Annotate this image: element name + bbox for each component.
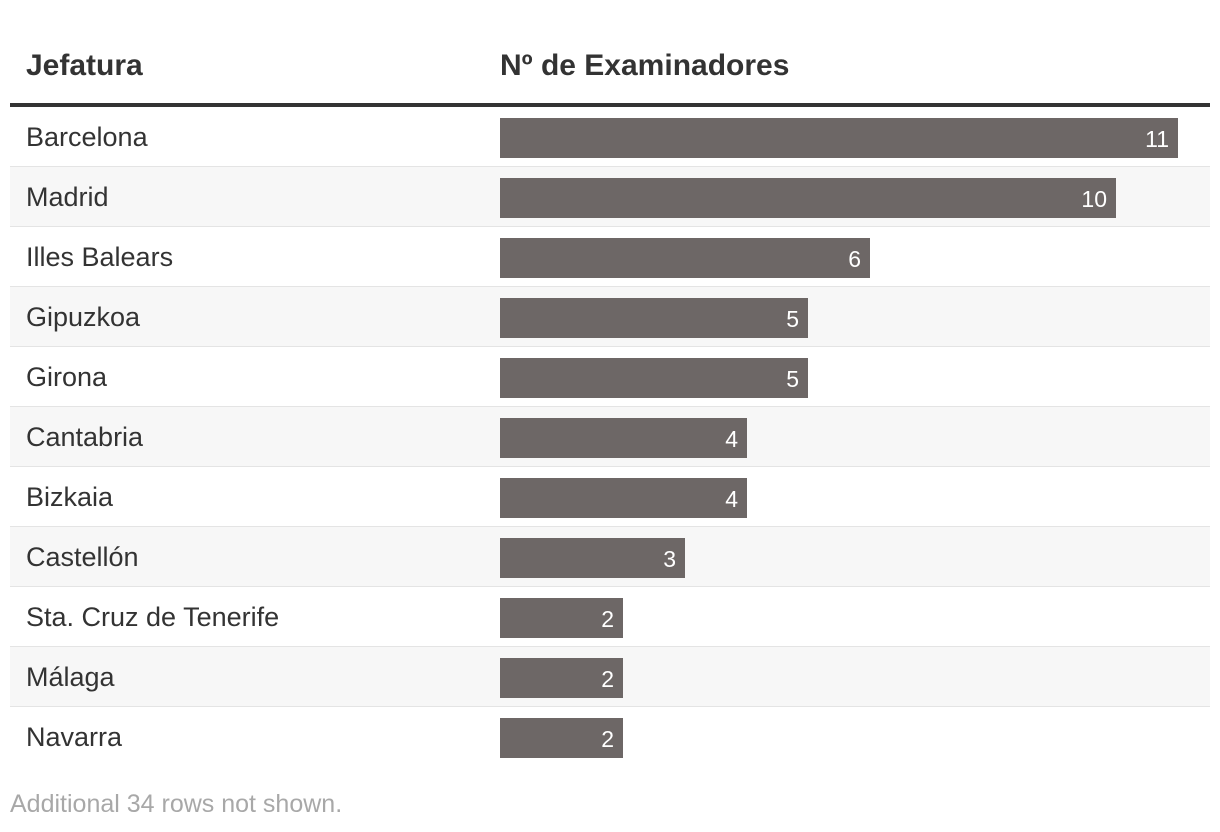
bar-value-label: 10	[1081, 186, 1107, 212]
row-label: Gipuzkoa	[26, 302, 141, 332]
rows-not-shown-note: Additional 34 rows not shown.	[10, 790, 343, 818]
row-label: Málaga	[26, 662, 115, 692]
bar: 5	[500, 298, 808, 338]
bar: 6	[500, 238, 870, 278]
table-row: Málaga 2	[10, 647, 1210, 707]
table-row: Castellón 3	[10, 527, 1210, 587]
data-table: Jefatura Nº de Examinadores Barcelona 11 M…	[10, 0, 1210, 766]
bar: 2	[500, 598, 623, 638]
row-label: Girona	[26, 362, 108, 392]
row-label: Cantabria	[26, 422, 144, 452]
bar: 4	[500, 418, 747, 458]
table-row: Sta. Cruz de Tenerife 2	[10, 587, 1210, 647]
table-body: Barcelona 11 Madrid 10 Illes Balears 6 Gipuzko…	[10, 107, 1210, 766]
bar-value-label: 4	[725, 426, 738, 452]
bar-value-label: 11	[1145, 126, 1169, 152]
table-row: Madrid 10	[10, 167, 1210, 227]
header-examinadores: Nº de Examinadores	[500, 49, 790, 82]
row-label: Navarra	[26, 722, 123, 752]
table-row: Illes Balears 6	[10, 227, 1210, 287]
table-row: Gipuzkoa 5	[10, 287, 1210, 347]
bar: 2	[500, 658, 623, 698]
bar: 3	[500, 538, 685, 578]
bar-value-label: 5	[786, 306, 799, 332]
row-label: Barcelona	[26, 122, 148, 152]
row-label: Illes Balears	[26, 242, 174, 272]
bar-value-label: 2	[601, 606, 614, 632]
table-row: Navarra 2	[10, 707, 1210, 766]
table-row: Bizkaia 4	[10, 467, 1210, 527]
bar: 5	[500, 358, 808, 398]
row-label: Castellón	[26, 542, 139, 572]
bar: 11	[500, 118, 1178, 158]
row-label: Sta. Cruz de Tenerife	[26, 602, 280, 632]
row-label: Madrid	[26, 182, 109, 212]
table-row: Barcelona 11	[10, 107, 1210, 167]
row-label: Bizkaia	[26, 482, 114, 512]
bar: 2	[500, 718, 623, 758]
bar-value-label: 2	[601, 726, 614, 752]
table-row: Girona 5	[10, 347, 1210, 407]
bar-value-label: 5	[786, 366, 799, 392]
bar-value-label: 3	[663, 546, 676, 572]
bar-value-label: 2	[601, 666, 614, 692]
header-jefatura: Jefatura	[26, 49, 143, 82]
bar: 4	[500, 478, 747, 518]
bar-value-label: 6	[848, 246, 861, 272]
bar: 10	[500, 178, 1116, 218]
table-row: Cantabria 4	[10, 407, 1210, 467]
table-header: Jefatura Nº de Examinadores	[10, 0, 1210, 107]
bar-value-label: 4	[725, 486, 738, 512]
